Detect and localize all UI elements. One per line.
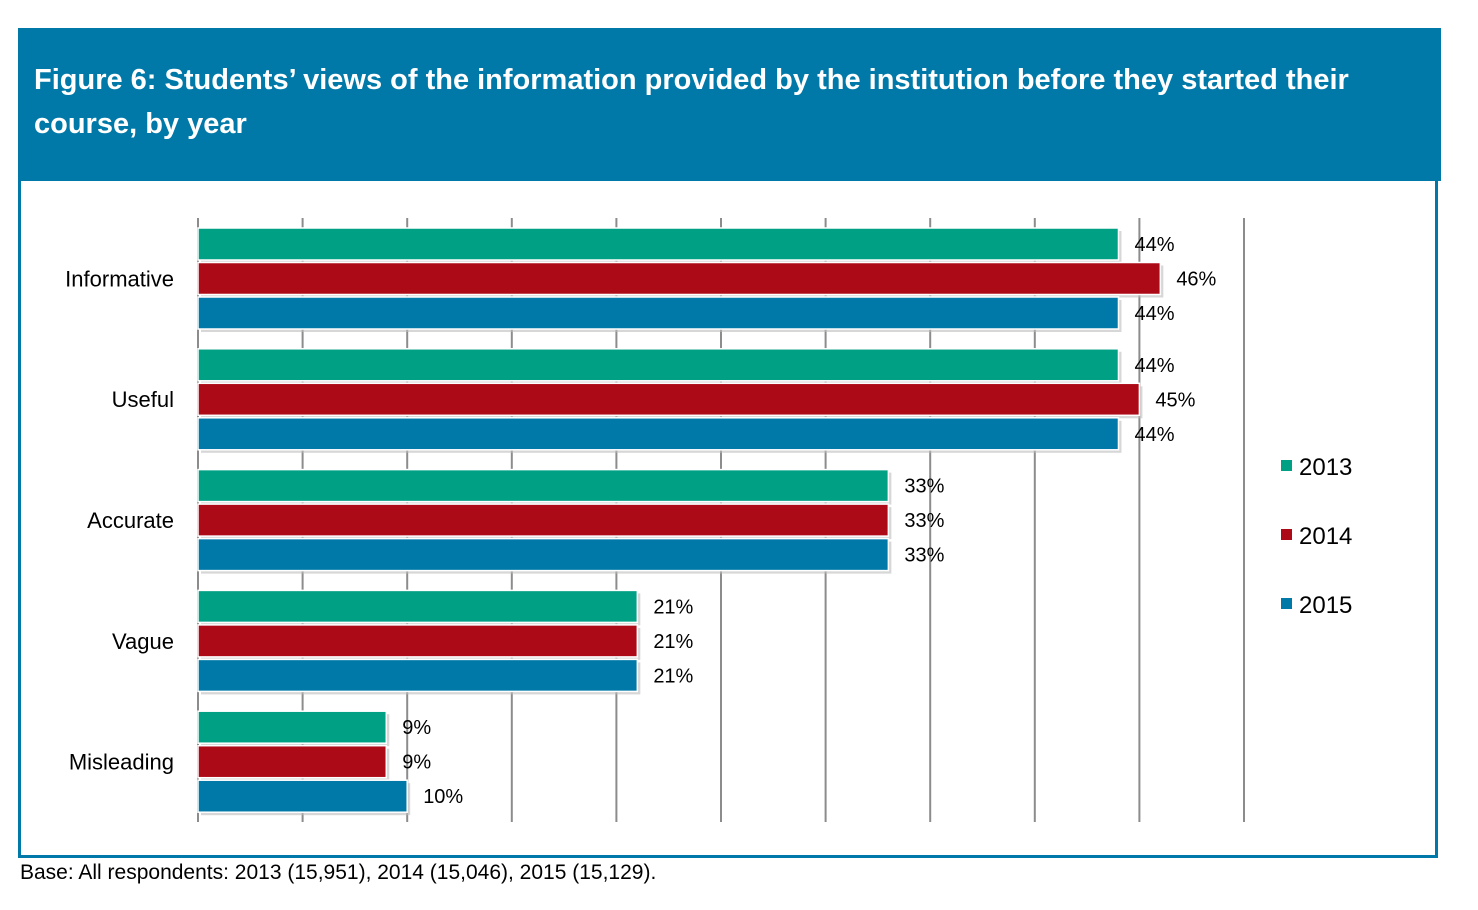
data-label: 44%: [1134, 303, 1174, 325]
legend-swatch: [1281, 460, 1292, 471]
bar-2014: [197, 624, 639, 658]
bar-2015: [197, 417, 1120, 451]
data-label: 33%: [904, 476, 944, 498]
legend-label: 2015: [1299, 592, 1352, 619]
category-label: Vague: [112, 629, 174, 654]
bar-2014: [197, 382, 1141, 417]
footnote: Base: All respondents: 2013 (15,951), 20…: [20, 861, 657, 884]
bar-2013: [197, 348, 1120, 382]
data-label: 21%: [653, 631, 693, 653]
data-label: 9%: [402, 717, 431, 739]
bar-2014: [197, 744, 388, 779]
bar-2013: [197, 468, 890, 503]
legend-label: 2013: [1299, 454, 1352, 481]
legend-swatch: [1281, 529, 1292, 540]
legend-swatch: [1281, 598, 1292, 609]
chart-title: Figure 6: Students’ views of the informa…: [34, 64, 1349, 140]
bar-2015: [197, 779, 408, 813]
bar-2015: [197, 658, 639, 693]
category-label: Informative: [65, 266, 174, 291]
data-labels: 44%46%44%44%45%44%33%33%33%21%21%21%9%9%…: [402, 234, 1216, 808]
bars: [197, 227, 1164, 816]
bar-2015: [197, 296, 1120, 330]
data-label: 45%: [1155, 389, 1195, 411]
data-label: 44%: [1134, 234, 1174, 256]
data-label: 44%: [1134, 355, 1174, 377]
legend-label: 2014: [1299, 523, 1352, 550]
data-label: 46%: [1176, 269, 1216, 291]
data-label: 33%: [904, 545, 944, 567]
bar-2014: [197, 261, 1162, 296]
bar-2013: [197, 710, 388, 744]
data-label: 9%: [402, 752, 431, 774]
category-label: Useful: [112, 387, 174, 412]
category-label: Misleading: [69, 750, 174, 775]
category-label: Accurate: [87, 508, 174, 533]
figure-header: [18, 28, 1441, 181]
data-label: 21%: [653, 596, 693, 618]
data-label: 10%: [423, 786, 463, 808]
data-label: 33%: [904, 510, 944, 532]
bar-2015: [197, 537, 890, 572]
bar-2013: [197, 589, 639, 624]
category-labels: Informative Useful Accurate Vague Misleading: [65, 266, 174, 774]
bar-2014: [197, 503, 890, 537]
data-label: 44%: [1134, 424, 1174, 446]
legend: 2013 2014 2015: [1281, 454, 1352, 619]
bar-2013: [197, 227, 1120, 261]
data-label: 21%: [653, 665, 693, 687]
